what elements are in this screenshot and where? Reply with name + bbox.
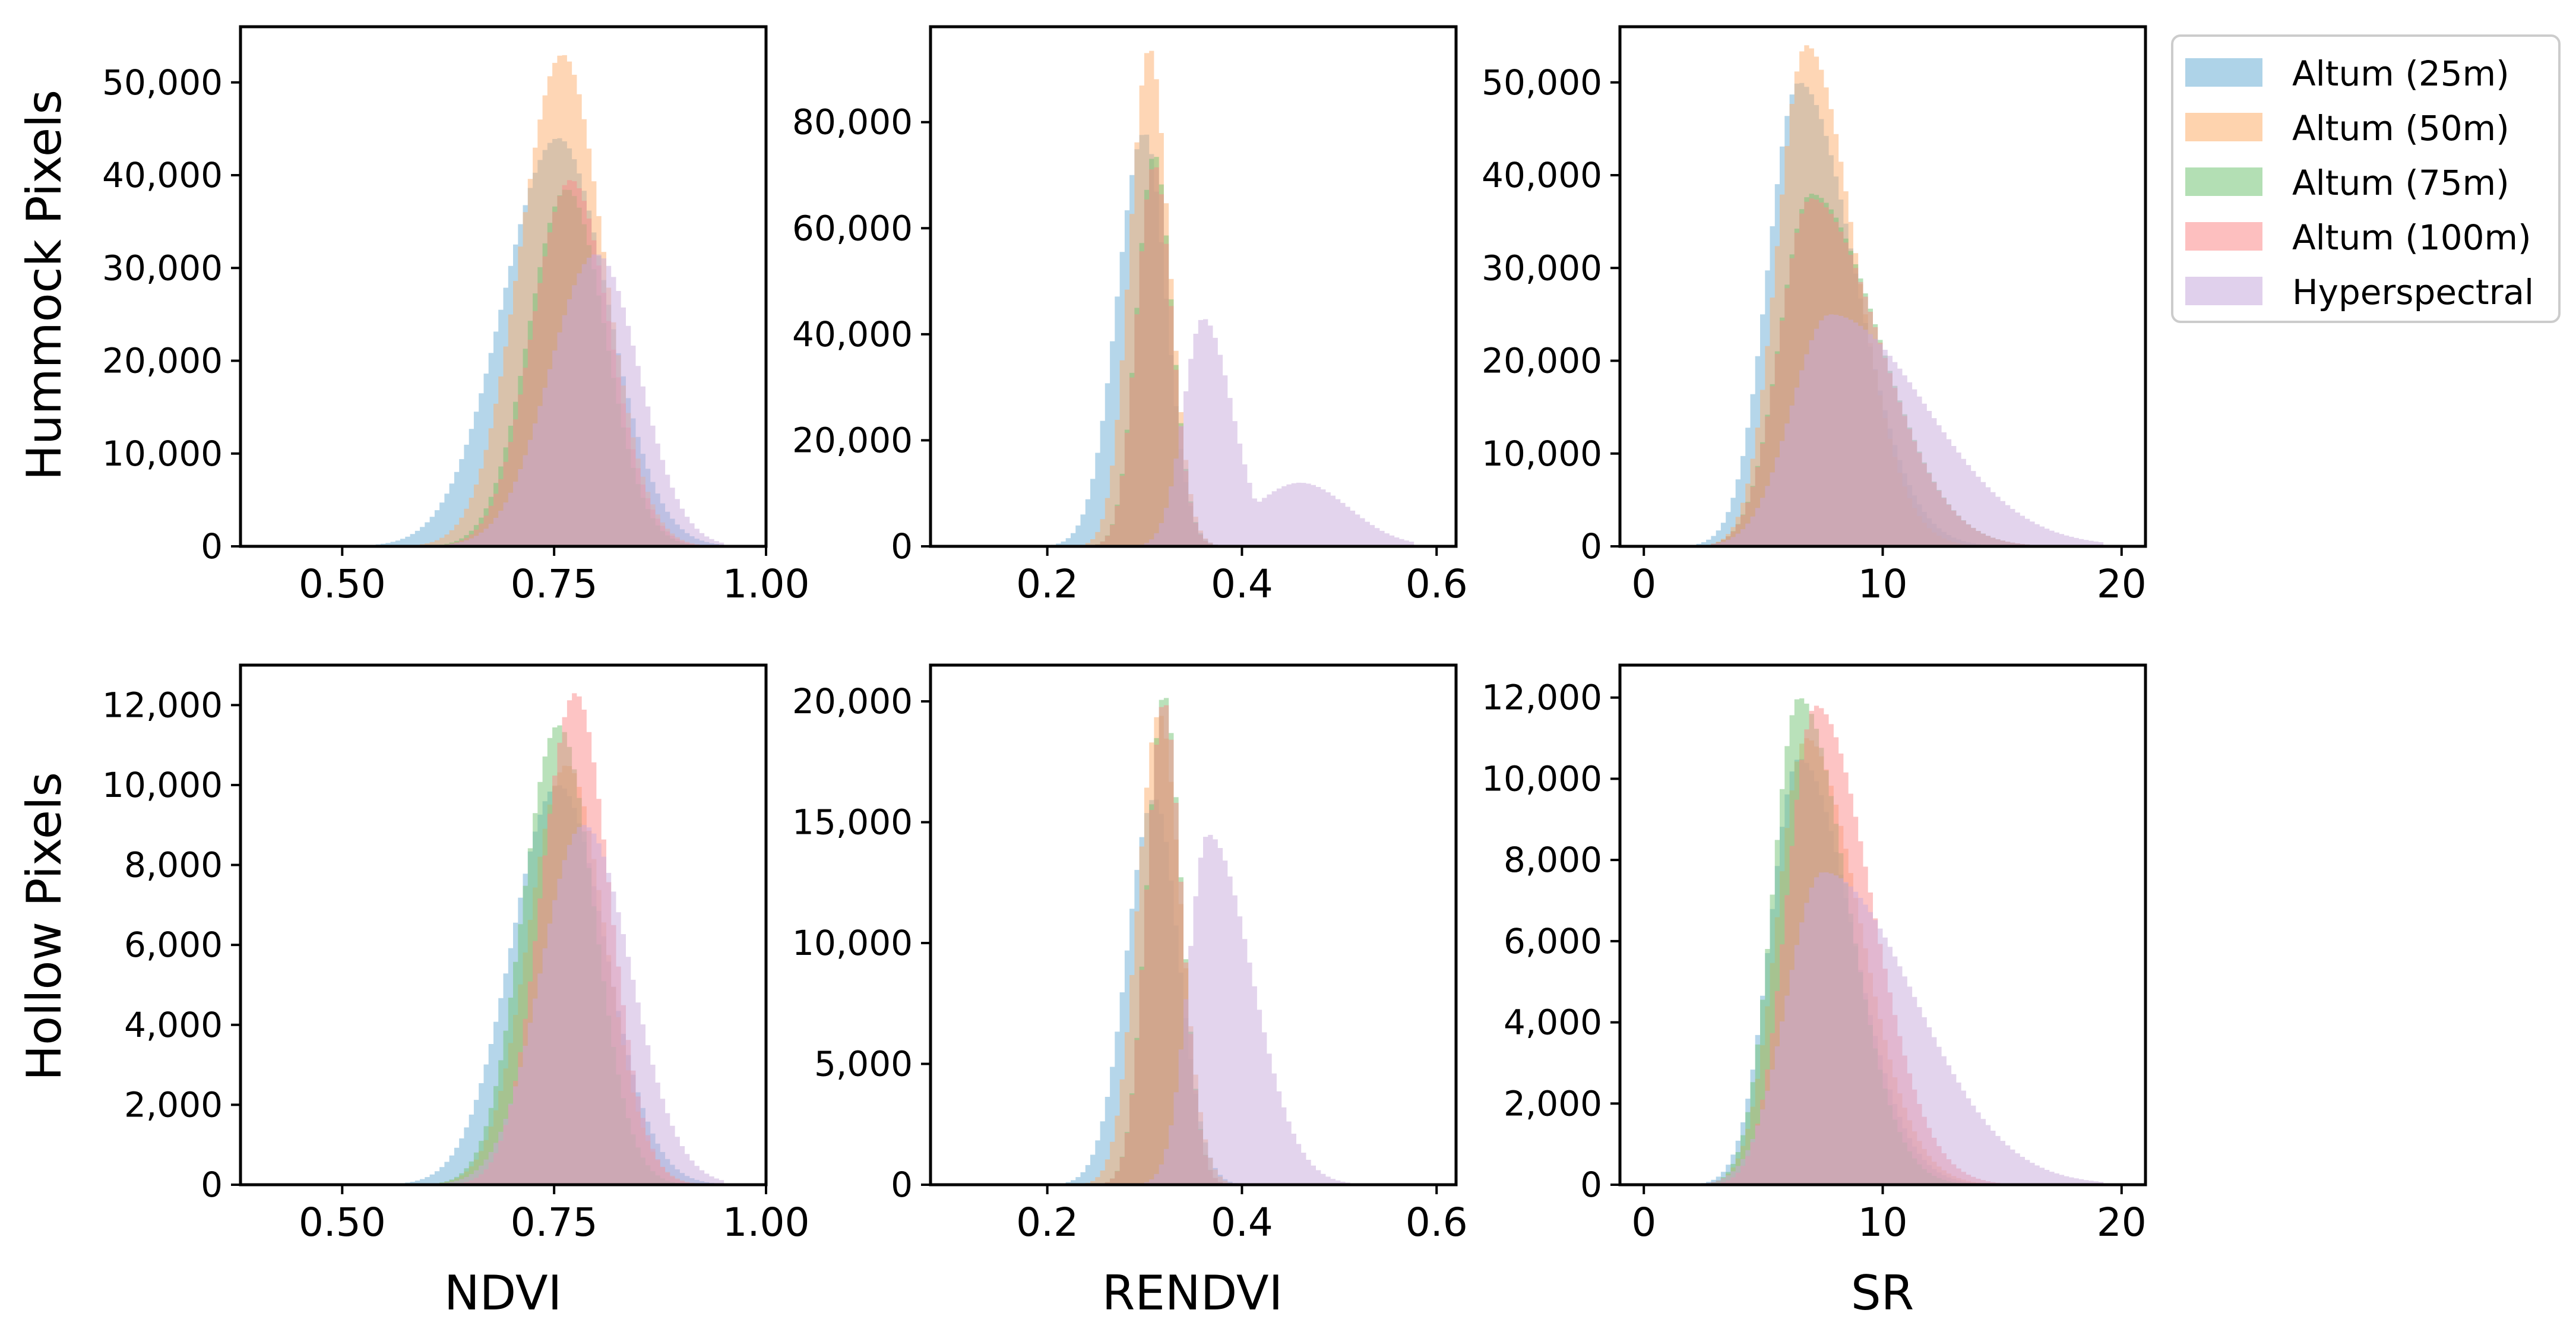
x-tick-label: 0.50 [299, 1200, 386, 1245]
xlabel-ndvi: NDVI [444, 1265, 562, 1321]
row-label-hummock: Hummock Pixels [17, 90, 72, 480]
row-labels: Hummock Pixels Hollow Pixels [17, 90, 72, 1081]
y-tick-label: 12,000 [102, 685, 223, 725]
y-tick-label: 50,000 [102, 62, 223, 103]
legend-label-altum-75m: Altum (75m) [2292, 163, 2509, 203]
legend-label-altum-50m: Altum (50m) [2292, 108, 2509, 148]
y-tick-label: 8,000 [124, 845, 223, 885]
y-tick-label: 4,000 [1504, 1002, 1602, 1043]
legend-swatch-altum-75m [2185, 167, 2262, 196]
y-tick-label: 40,000 [792, 314, 913, 355]
y-tick-label: 0 [891, 1165, 913, 1205]
x-tick-label: 10 [1858, 1200, 1908, 1245]
x-tick-label: 0.4 [1211, 1200, 1273, 1245]
y-tick-label: 6,000 [124, 925, 223, 965]
legend-label-altum-100m: Altum (100m) [2292, 217, 2531, 258]
x-tick-label: 0.50 [299, 561, 386, 607]
legend-swatch-hyperspectral [2185, 277, 2262, 305]
x-tick-label: 0.2 [1016, 561, 1078, 607]
y-tick-label: 60,000 [792, 208, 913, 248]
y-tick-label: 12,000 [1482, 678, 1602, 718]
histogram-hyperspectral-hummock-sr [1662, 314, 2104, 546]
x-tick-label: 0 [1631, 561, 1656, 607]
x-tick-label: 0.75 [511, 561, 598, 607]
x-tick-label: 20 [2097, 1200, 2147, 1245]
legend-label-altum-25m: Altum (25m) [2292, 53, 2509, 94]
column-labels: NDVI RENDVI SR [444, 1265, 1914, 1321]
y-tick-label: 10,000 [102, 765, 223, 805]
xlabel-rendvi: RENDVI [1102, 1265, 1283, 1321]
panel-hummock-sr: 0 10,000 20,000 30,000 40,000 50,000 0 10 20 [1482, 25, 2147, 607]
histogram-hyperspectral-hollow-rendvi [972, 834, 1414, 1185]
x-tick-label: 20 [2097, 561, 2147, 607]
legend-swatch-altum-100m [2185, 222, 2262, 251]
panel-hummock-ndvi: 0 10,000 20,000 30,000 40,000 50,000 0.50 0.75 1… [102, 25, 810, 607]
panel-hummock-rendvi: 0 20,000 40,000 60,000 80,000 0.2 0.4 0.6 [792, 25, 1468, 607]
histogram-hyperspectral-hummock-rendvi [972, 319, 1414, 546]
y-tick-label: 8,000 [1504, 840, 1602, 880]
y-tick-label: 40,000 [1482, 155, 1602, 195]
y-tick-label: 0 [201, 526, 223, 567]
y-tick-label: 30,000 [102, 248, 223, 288]
panel-hollow-rendvi: 0 5,000 10,000 15,000 20,000 0.2 0.4 0.6 [792, 663, 1468, 1245]
y-tick-label: 2,000 [124, 1084, 223, 1125]
row-label-hollow: Hollow Pixels [17, 772, 72, 1081]
y-tick-label: 6,000 [1504, 921, 1602, 961]
y-tick-label: 0 [891, 526, 913, 567]
histogram-panels: 0 10,000 20,000 30,000 40,000 50,000 0.50 0.75 1… [102, 25, 2147, 1245]
y-tick-label: 10,000 [1482, 758, 1602, 799]
y-tick-label: 0 [1580, 1165, 1602, 1205]
y-tick-label: 20,000 [792, 681, 913, 722]
y-tick-label: 30,000 [1482, 248, 1602, 288]
y-tick-label: 20,000 [792, 420, 913, 460]
legend-label-hyperspectral: Hyperspectral [2292, 272, 2534, 312]
y-tick-label: 5,000 [814, 1044, 913, 1084]
y-tick-label: 20,000 [1482, 341, 1602, 381]
y-tick-label: 80,000 [792, 102, 913, 143]
x-tick-label: 0.75 [511, 1200, 598, 1245]
panel-hollow-sr: 0 2,000 4,000 6,000 8,000 10,000 12,000 0 10 20 [1482, 663, 2147, 1245]
y-tick-label: 10,000 [102, 434, 223, 474]
y-tick-label: 4,000 [124, 1005, 223, 1045]
x-tick-label: 0.4 [1211, 561, 1273, 607]
x-tick-label: 10 [1858, 561, 1908, 607]
legend-swatch-altum-25m [2185, 58, 2262, 87]
x-tick-label: 1.00 [723, 561, 810, 607]
histogram-hyperspectral-hollow-ndvi [282, 825, 724, 1185]
x-tick-label: 0 [1631, 1200, 1656, 1245]
legend: Altum (25m) Altum (50m) Altum (75m) Altu… [2171, 34, 2561, 323]
x-tick-label: 0.6 [1406, 1200, 1468, 1245]
y-tick-label: 10,000 [792, 923, 913, 963]
axes-frame [929, 25, 1458, 548]
legend-swatch-altum-50m [2185, 113, 2262, 141]
y-tick-label: 0 [1580, 526, 1602, 567]
y-tick-label: 2,000 [1504, 1083, 1602, 1124]
histogram-hyperspectral-hummock-ndvi [282, 254, 724, 546]
xlabel-sr: SR [1851, 1265, 1914, 1321]
y-tick-label: 20,000 [102, 341, 223, 381]
y-tick-label: 10,000 [1482, 434, 1602, 474]
y-tick-label: 40,000 [102, 155, 223, 195]
y-tick-label: 0 [201, 1165, 223, 1205]
axes-frame [239, 663, 768, 1187]
axes-frame [929, 663, 1458, 1187]
x-tick-label: 1.00 [723, 1200, 810, 1245]
x-tick-label: 0.2 [1016, 1200, 1078, 1245]
y-tick-label: 15,000 [792, 802, 913, 843]
panel-hollow-ndvi: 0 2,000 4,000 6,000 8,000 10,000 12,000 0.50 0.7… [102, 663, 810, 1245]
x-tick-label: 0.6 [1406, 561, 1468, 607]
legend-box [2171, 34, 2561, 323]
y-tick-label: 50,000 [1482, 62, 1602, 103]
histogram-hyperspectral-hollow-sr [1662, 872, 2104, 1185]
axes-frame [239, 25, 768, 548]
